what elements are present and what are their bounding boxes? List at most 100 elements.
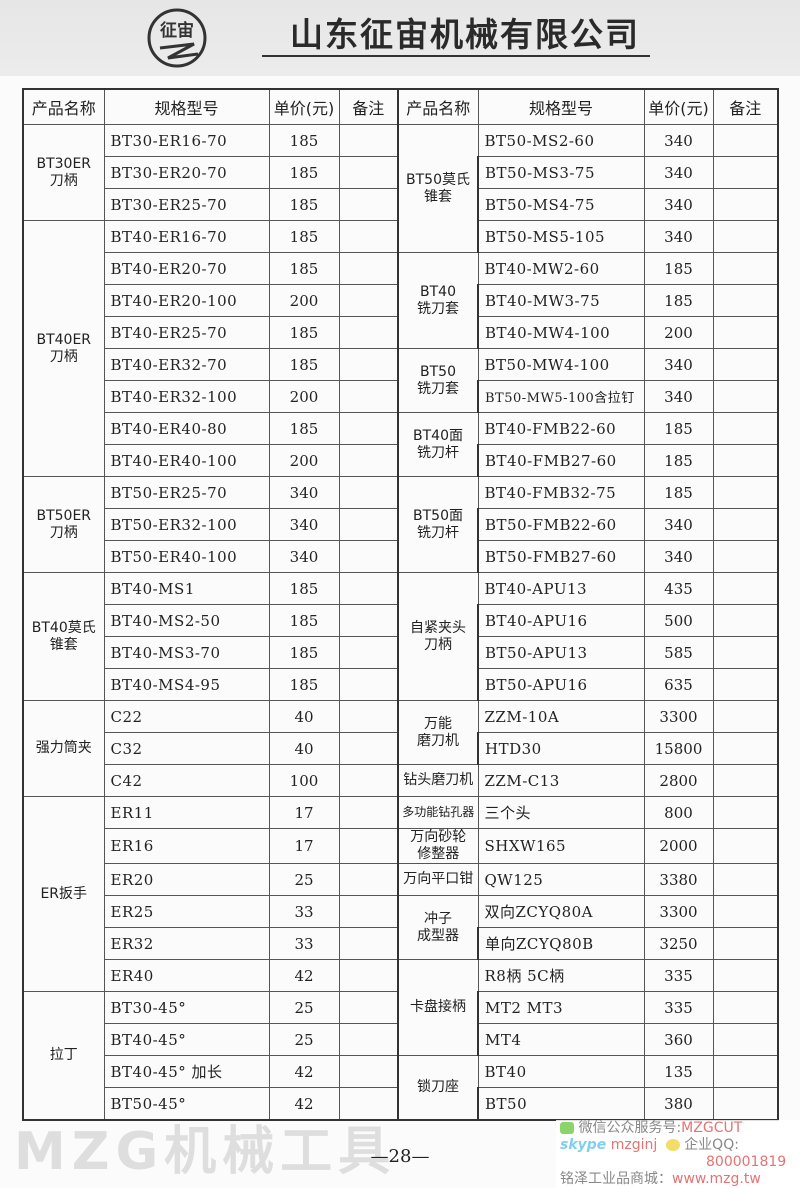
spec-cell: BT40-ER25-70 [103,316,270,349]
product-name: BT40ER 刀柄 [36,331,92,365]
product-name-cell: BT30ER 刀柄 [22,124,105,221]
product-name-cell: 钻头磨刀机 [397,764,479,797]
note-cell [338,895,399,928]
price-cell: 3300 [643,700,714,733]
price-cell: 380 [643,1087,714,1121]
spec-cell: BT50-FMB27-60 [477,540,645,573]
price-cell: 17 [268,796,340,829]
price-cell: 340 [643,188,714,221]
price-cell: 185 [268,252,340,285]
spec-cell: BT40-ER20-70 [103,252,270,285]
spec-cell: BT50-MS2-60 [477,124,645,157]
product-name: BT50莫氏 锥套 [406,171,470,205]
note-cell [338,828,399,864]
spec-cell: ER16 [103,828,270,864]
product-name-cell: BT40面 铣刀杆 [397,412,479,477]
note-cell [712,796,779,829]
spec-cell: BT40-45° [103,1023,270,1056]
price-cell: 335 [643,959,714,992]
price-cell: 3250 [643,927,714,960]
note-cell [712,380,779,413]
note-cell [712,895,779,928]
spec-cell: ER20 [103,863,270,896]
price-cell: 42 [268,1087,340,1121]
spec-cell: BT40-FMB27-60 [477,444,645,477]
note-cell [338,1055,399,1088]
table-row: BT40-ER20-70 185 BT40 铣刀套 BT40-MW2-60 185 [23,252,779,349]
product-name-cell: BT50 铣刀套 [397,348,479,413]
note-cell [338,732,399,765]
product-name-cell: 卡盘接柄 [397,959,479,1056]
spec-cell: BT40-ER40-100 [103,444,270,477]
skype-id: mzginj [610,1137,658,1153]
note-cell [712,444,779,477]
product-name-cell: BT50莫氏 锥套 [397,124,479,253]
spec-cell: ER32 [103,927,270,960]
product-name-cell: BT40ER 刀柄 [22,220,105,477]
table-row: BT40-MS2-50 185 BT40-APU16 500 [23,604,779,637]
table-row: BT30ER 刀柄 BT30-ER16-70 185 BT50莫氏 锥套 BT50-MS… [22,124,779,253]
product-name: 万向平口钳 [403,871,474,887]
company-logo: 征宙 [147,8,207,68]
price-cell: 33 [268,895,340,928]
note-cell [712,1023,779,1056]
price-cell: 340 [643,124,714,157]
spec-cell: QW125 [477,863,645,896]
mall-url[interactable]: www.mzg.tw [672,1171,761,1187]
product-name: 万能 磨刀机 [417,715,459,749]
note-cell [338,540,399,573]
price-cell: 185 [268,156,340,189]
price-cell: 185 [643,284,714,317]
spec-cell: C42 [103,764,270,797]
promo-overlay: 微信公众服务号:MZGCUT skype mzginj 企业QQ: 800001… [556,1120,800,1188]
spec-cell: ZZM-C13 [477,764,645,797]
product-name-cell: 多功能钻孔器 [397,796,479,829]
product-name: BT50面 铣刀杆 [413,507,463,541]
note-cell [338,252,399,285]
table-row: C42 100 钻头磨刀机 ZZM-C13 2800 [23,764,779,797]
note-cell [712,572,779,605]
price-cell: 340 [268,476,340,509]
col-note: 备注 [712,88,779,125]
col-price: 单价(元) [643,88,714,125]
note-cell [712,476,779,509]
spec-cell: BT40-MS2-50 [103,604,270,637]
note-cell [712,636,779,669]
spec-cell: ER40 [103,959,270,992]
spec-cell: C22 [103,700,270,733]
spec-cell: BT40-MW3-75 [477,284,645,317]
note-cell [338,476,399,509]
note-cell [338,572,399,605]
price-cell: 25 [268,991,340,1024]
note-cell [338,1023,399,1056]
note-cell [712,508,779,541]
wechat-label: 微信公众服务号: [578,1120,682,1136]
price-cell: 40 [268,732,340,765]
product-name-cell: 万向砂轮 修整器 [397,828,479,864]
price-cell: 25 [268,863,340,896]
price-cell: 3300 [643,895,714,928]
table-row: ER32 33 单向ZCYQ80B 3250 [23,927,779,960]
product-name: BT50 铣刀套 [417,363,459,397]
table-row: BT40-45° 25 MT4 360 [23,1023,779,1056]
col-product-name: 产品名称 [22,88,105,125]
spec-cell: BT50-MS3-75 [477,156,645,189]
spec-cell: BT40 [477,1055,645,1088]
price-cell: 185 [268,316,340,349]
note-cell [712,220,779,253]
product-name: 自紧夹头 刀柄 [410,619,466,653]
price-cell: 340 [268,508,340,541]
note-cell [712,732,779,765]
note-cell [338,959,399,992]
price-cell: 15800 [643,732,714,765]
table-row: BT40-ER20-100 200 BT40-MW3-75 185 [23,284,779,317]
product-name-cell: 万向平口钳 [397,863,479,896]
price-cell: 42 [268,1055,340,1088]
table-row: ER40 42 卡盘接柄 R8柄 5C柄 335 [23,959,779,1056]
col-note: 备注 [338,88,399,125]
price-cell: 185 [268,188,340,221]
spec-cell: BT50 [477,1087,645,1121]
product-name-cell: ER扳手 [22,796,105,992]
product-name: 强力筒夹 [35,740,92,756]
price-cell: 2000 [643,828,714,864]
